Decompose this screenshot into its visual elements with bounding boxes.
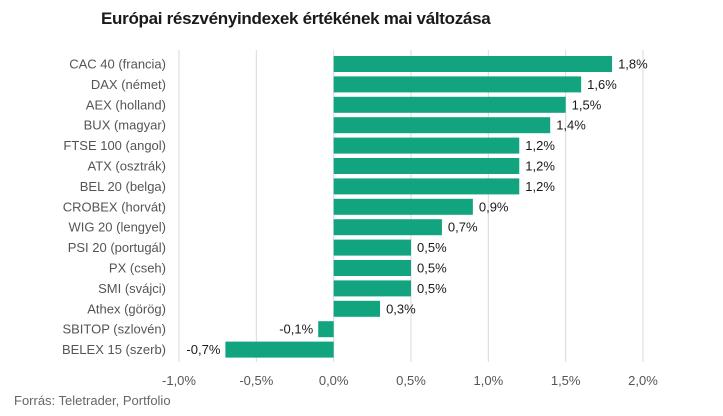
bar xyxy=(333,76,582,93)
category-label: BEL 20 (belga) xyxy=(80,179,166,194)
x-tick-label: 1,0% xyxy=(474,373,504,388)
category-label: BUX (magyar) xyxy=(84,118,166,133)
x-tick-label: 0,5% xyxy=(396,373,426,388)
value-label: -0,1% xyxy=(279,322,313,337)
bar xyxy=(333,198,473,215)
value-label: 1,6% xyxy=(587,77,617,92)
category-labels: CAC 40 (francia) DAX (német) AEX (holland)… xyxy=(62,57,166,358)
value-label: 0,9% xyxy=(479,199,509,214)
bar xyxy=(225,341,334,358)
bar xyxy=(333,239,411,256)
category-label: PSI 20 (portugál) xyxy=(68,240,166,255)
category-label: PX (cseh) xyxy=(109,261,166,276)
value-label: 0,3% xyxy=(386,301,416,316)
bars xyxy=(225,56,613,358)
category-label: SBITOP (szlovén) xyxy=(62,322,166,337)
value-label: -0,7% xyxy=(186,342,220,357)
category-label: FTSE 100 (angol) xyxy=(63,138,166,153)
category-label: CROBEX (horvát) xyxy=(63,199,166,214)
category-label: SMI (svájci) xyxy=(98,281,166,296)
value-label: 1,5% xyxy=(572,97,602,112)
bar xyxy=(333,219,442,236)
bar xyxy=(333,96,566,113)
x-tick-label: 0,0% xyxy=(319,373,349,388)
value-label: 1,8% xyxy=(618,57,648,72)
category-label: AEX (holland) xyxy=(86,97,166,112)
x-tick-label: -1,0% xyxy=(162,373,196,388)
value-labels: 1,8%1,6%1,5%1,4%1,2%1,2%1,2%0,9%0,7%0,5%… xyxy=(186,57,648,358)
x-axis-tick-labels: -1,0% -0,5% 0,0% 0,5% 1,0% 1,5% 2,0% xyxy=(162,373,658,388)
bar xyxy=(333,158,520,174)
value-label: 0,5% xyxy=(417,261,447,276)
x-tick-label: 2,0% xyxy=(628,373,658,388)
category-label: ATX (osztrák) xyxy=(88,159,167,174)
category-label: DAX (német) xyxy=(91,77,166,92)
category-label: WIG 20 (lengyel) xyxy=(68,220,166,235)
bar xyxy=(333,137,520,154)
value-label: 0,7% xyxy=(448,220,478,235)
value-label: 1,2% xyxy=(525,138,555,153)
bar xyxy=(333,56,613,72)
bar xyxy=(333,117,551,134)
bar xyxy=(333,260,411,276)
category-label: BELEX 15 (szerb) xyxy=(62,342,166,357)
category-label: CAC 40 (francia) xyxy=(69,57,166,72)
chart-title: Európai részvényindexek értékének mai vá… xyxy=(101,9,491,28)
bar xyxy=(333,300,381,317)
value-label: 1,2% xyxy=(525,179,555,194)
source-note: Forrás: Teletrader, Portfolio xyxy=(14,393,171,408)
x-tick-label: -0,5% xyxy=(239,373,273,388)
x-tick-label: 1,5% xyxy=(551,373,581,388)
value-label: 0,5% xyxy=(417,281,447,296)
category-label: Athex (görög) xyxy=(87,301,166,316)
bar xyxy=(333,280,411,297)
bar xyxy=(333,178,520,195)
value-label: 0,5% xyxy=(417,240,447,255)
value-label: 1,4% xyxy=(556,118,586,133)
value-label: 1,2% xyxy=(525,159,555,174)
bar xyxy=(318,321,334,338)
